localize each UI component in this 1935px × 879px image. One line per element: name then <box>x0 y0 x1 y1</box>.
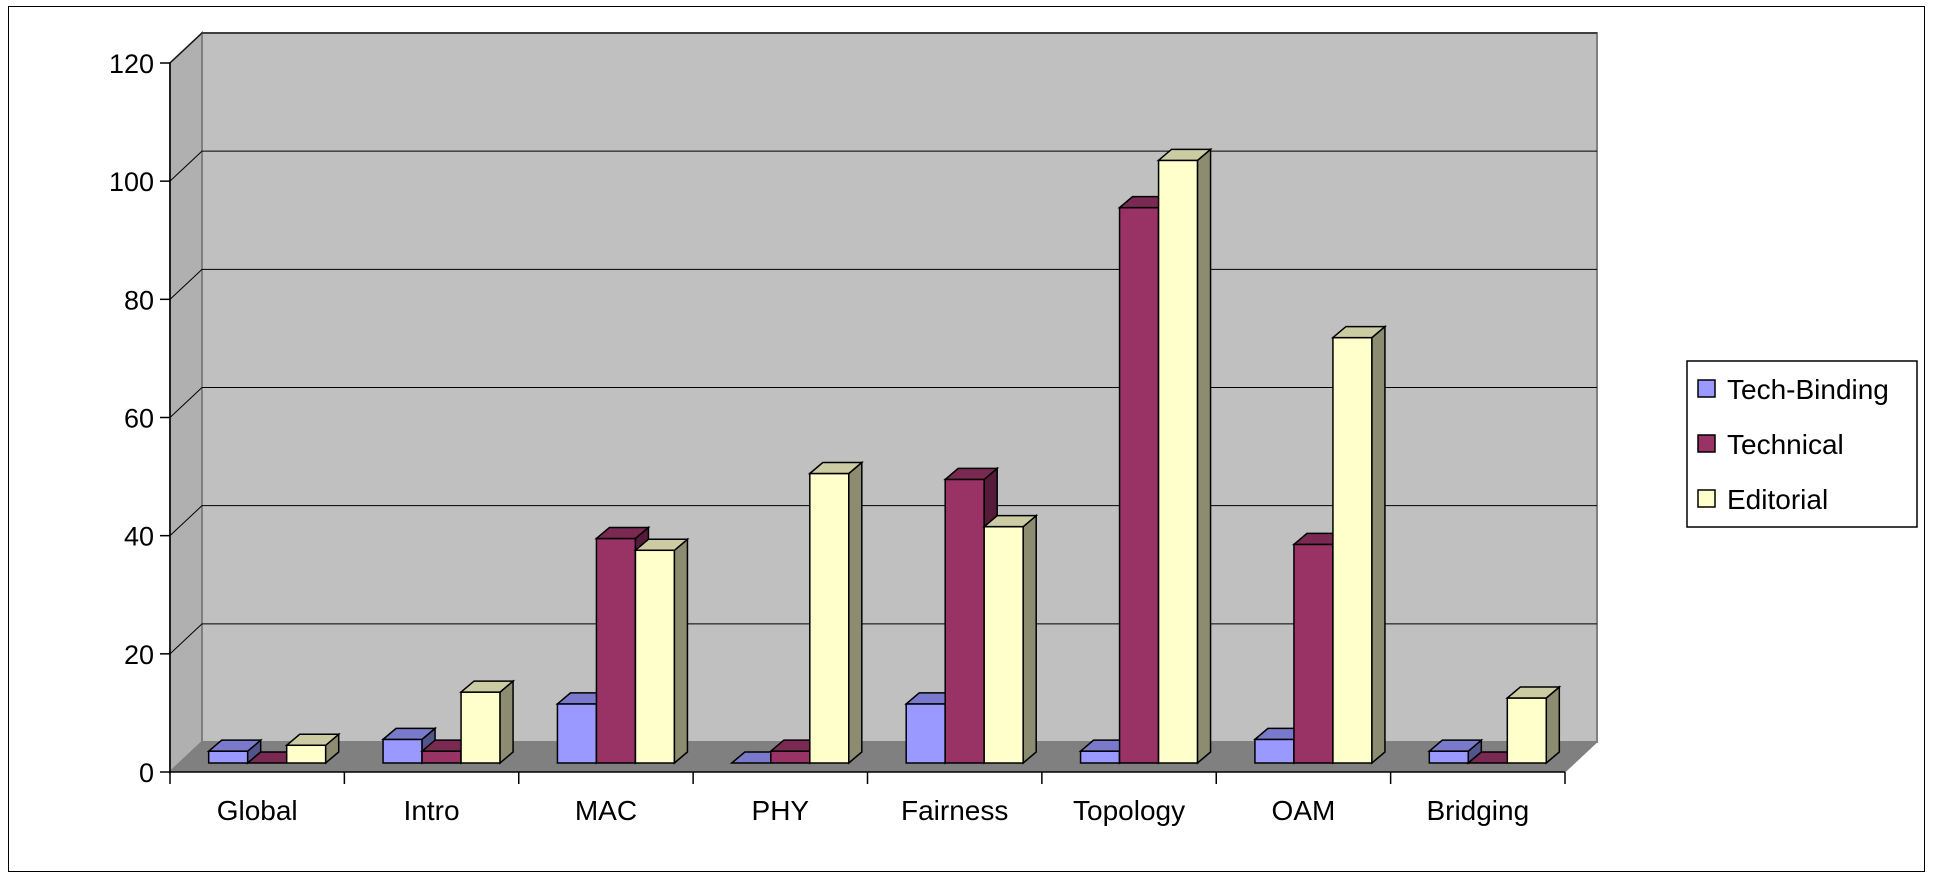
bar-front <box>770 750 811 764</box>
bar-editorial <box>633 537 690 765</box>
bar-top <box>1427 739 1484 752</box>
bar-tech-binding <box>206 738 263 765</box>
x-tick-label: PHY <box>752 795 810 826</box>
bar-front <box>1332 336 1373 764</box>
x-tick-label: Bridging <box>1426 795 1529 826</box>
legend-swatch <box>1697 434 1716 453</box>
x-tick-label: Intro <box>404 795 460 826</box>
legend-label: Editorial <box>1727 484 1828 515</box>
bar-editorial <box>459 679 516 765</box>
bars <box>206 147 1562 765</box>
legend: Tech-Binding Technical Editorial <box>1686 360 1918 528</box>
legend-item: Editorial <box>1697 484 1828 515</box>
bar-editorial <box>1505 685 1562 765</box>
bar-editorial <box>284 732 341 765</box>
bar-front <box>983 525 1024 764</box>
bar-top <box>594 526 651 540</box>
legend-item: Tech-Binding <box>1697 374 1889 405</box>
bar-front <box>382 738 423 764</box>
bar-front <box>634 549 676 764</box>
legend-label: Tech-Binding <box>1727 374 1889 405</box>
gridline <box>169 32 1597 64</box>
y-tick-labels: 0 20 40 60 80 100 120 <box>109 49 154 788</box>
bar-editorial <box>1156 147 1213 765</box>
bar-front <box>944 478 985 764</box>
bar-top <box>1156 148 1213 162</box>
bar-front <box>285 744 327 764</box>
x-tick-label: Global <box>217 795 298 826</box>
bar-editorial <box>807 460 864 765</box>
bar-top <box>284 733 341 747</box>
bar-front <box>905 703 946 764</box>
bar-front <box>1506 697 1548 764</box>
y-tick-label: 0 <box>139 758 154 788</box>
axes <box>160 62 1566 784</box>
bar-editorial <box>982 514 1039 765</box>
bar-side <box>1545 685 1561 765</box>
bar-front <box>1293 543 1334 764</box>
x-tick-label: OAM <box>1272 795 1336 826</box>
y-tick-label: 40 <box>124 522 154 552</box>
bar-front <box>460 691 501 764</box>
y-tick-label: 100 <box>109 167 154 197</box>
bar-top <box>982 514 1039 528</box>
bar-side <box>1196 147 1212 765</box>
bar-front <box>1079 750 1121 764</box>
y-tick-label: 60 <box>124 404 154 434</box>
legend-item: Technical <box>1697 429 1844 460</box>
bar-side <box>1371 324 1386 765</box>
bar-top <box>206 739 263 752</box>
bar-side <box>1022 514 1037 765</box>
bar-front <box>1254 738 1295 764</box>
legend-label: Technical <box>1727 429 1844 460</box>
bar-top <box>459 680 516 693</box>
bar-front <box>1157 159 1199 764</box>
x-tick-label: Topology <box>1073 795 1185 826</box>
bar-front <box>421 750 462 764</box>
x-tick-label: MAC <box>575 795 637 826</box>
bar-top <box>1330 325 1387 339</box>
bar-top <box>381 727 438 741</box>
x-tick-labels: Global Intro MAC PHY Fairness Topology OAM Brid… <box>217 795 1529 826</box>
bar-side <box>848 460 863 765</box>
bar-side <box>499 679 514 765</box>
bar-front <box>207 750 249 764</box>
bar-front <box>1118 206 1160 764</box>
bar-top <box>633 538 690 552</box>
gridline <box>169 150 1597 182</box>
bar-top <box>807 461 864 475</box>
legend-swatch <box>1697 379 1716 398</box>
y-tick-label: 20 <box>124 640 154 670</box>
bar-tech-binding <box>1427 738 1484 765</box>
bar-top <box>943 467 1000 481</box>
bar-side <box>673 537 689 765</box>
bar-editorial <box>1330 324 1387 765</box>
bar-front <box>1428 750 1470 764</box>
legend-swatch <box>1697 489 1716 508</box>
bar-front <box>556 703 598 764</box>
x-tick-label: Fairness <box>901 795 1008 826</box>
legend-box <box>1686 360 1918 528</box>
bar-top <box>1505 686 1562 699</box>
y-tick-label: 120 <box>109 49 154 79</box>
bar-front <box>595 537 637 764</box>
bar-front <box>809 472 850 764</box>
y-tick-label: 80 <box>124 285 154 315</box>
